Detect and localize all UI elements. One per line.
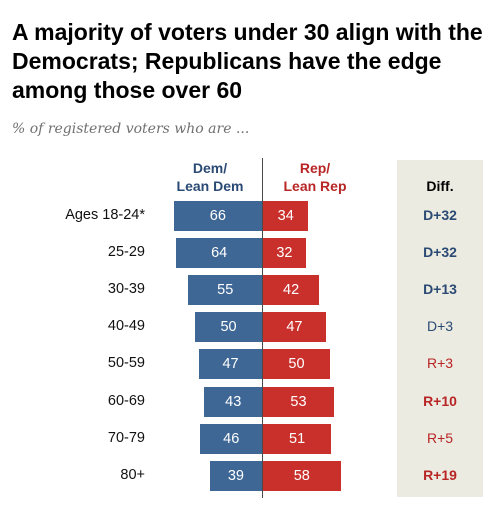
category-label: 80+: [120, 466, 145, 483]
dem-bar: 64: [176, 238, 262, 269]
rep-bar: 47: [263, 312, 326, 343]
diff-value: D+32: [423, 244, 457, 261]
chart-title: A majority of voters under 30 align with…: [12, 19, 483, 103]
diff-value: R+3: [426, 355, 454, 372]
diff-value: D+3: [426, 318, 454, 335]
category-label: 50-59: [107, 355, 145, 372]
diff-value: D+32: [423, 207, 457, 223]
dem-header-line-1: Dem/: [192, 160, 228, 176]
diff-value: R+5: [426, 429, 454, 446]
rep-bar: 58: [263, 460, 341, 491]
dem-bar: 47: [199, 349, 262, 380]
diff-panel: [397, 160, 483, 497]
category-label: 70-79: [107, 429, 145, 446]
dem-bar: 66: [173, 201, 262, 231]
chart-subtitle: % of registered voters who are ...: [12, 121, 250, 137]
dem-bar: 39: [209, 460, 262, 491]
rep-bar: 53: [263, 386, 334, 417]
category-label: 30-39: [107, 281, 145, 298]
category-label: 25-29: [107, 244, 145, 261]
center-axis: [262, 158, 263, 498]
dem-header-line-2: Lean Dem: [176, 178, 244, 194]
category-label: 60-69: [107, 392, 145, 409]
dem-bar: 50: [195, 312, 262, 343]
dem-column-header: Dem/ Lean Dem: [160, 159, 260, 195]
diff-value: D+13: [423, 281, 457, 298]
rep-bar: 42: [263, 275, 320, 306]
rep-bar: 51: [263, 423, 332, 454]
diff-value: R+10: [423, 392, 457, 409]
rep-column-header: Rep/ Lean Rep: [265, 159, 365, 195]
category-label: Ages 18-24*: [65, 207, 145, 223]
dem-bar: 46: [200, 423, 262, 454]
rep-bar: 50: [263, 349, 330, 380]
dem-bar: 55: [188, 275, 262, 306]
rep-header-line-1: Rep/: [299, 160, 331, 176]
rep-bar: 32: [263, 238, 306, 269]
diff-value: R+19: [423, 466, 457, 483]
rep-bar: 34: [263, 201, 309, 231]
category-label: 40-49: [107, 318, 145, 335]
diff-column-header: Diff.: [426, 178, 454, 194]
dem-bar: 43: [204, 386, 262, 417]
rep-header-line-2: Lean Rep: [283, 178, 347, 194]
